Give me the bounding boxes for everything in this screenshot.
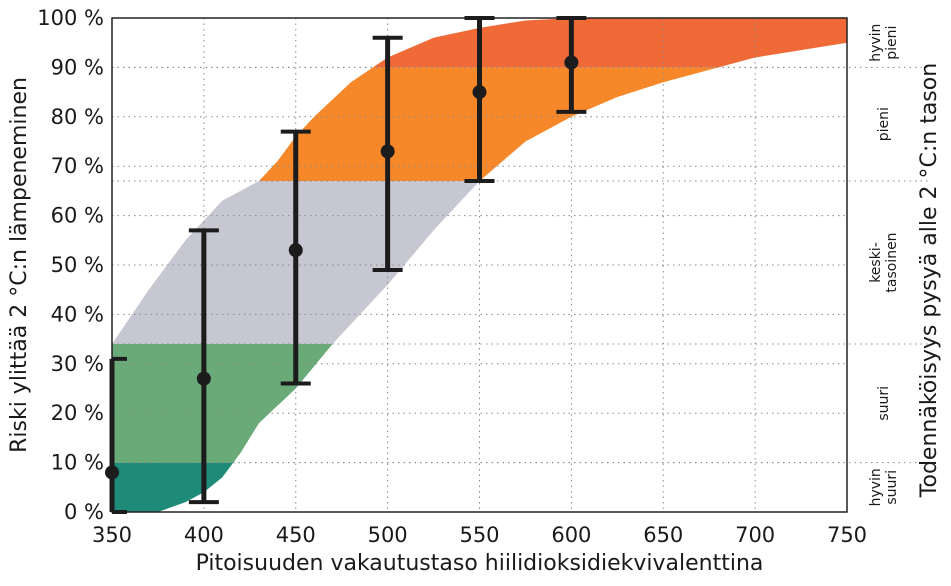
x-tick-label: 350 — [92, 523, 132, 547]
band-label-line: hyvin — [868, 24, 884, 62]
error-bars — [105, 16, 587, 514]
band-label: keski-tasoinen — [868, 232, 900, 292]
secondary-y-axis-title: Todennäköisyys pysyä alle 2 °C:n tason — [917, 63, 942, 498]
band-area — [372, 18, 847, 68]
y-tick-label: 50 % — [51, 253, 104, 277]
band-labels: hyvinsuurisuurikeski-tasoinenpienihyvinp… — [868, 24, 900, 507]
x-tick-label: 600 — [551, 523, 591, 547]
data-point — [564, 55, 579, 70]
band-label-line: pieni — [884, 26, 900, 60]
band-label-line: hyvin — [868, 468, 884, 506]
y-tick-labels: 0 % 10 % 20 % 30 % 40 % 50 % 60 % 70 % 80 % 90 % 1… — [37, 6, 104, 524]
x-tick-labels: 350 400 450 500 550 600 650 700 750 — [92, 523, 867, 547]
y-tick-label: 30 % — [51, 352, 104, 376]
y-tick-label: 80 % — [51, 105, 104, 129]
band-label: hyvinpieni — [868, 24, 900, 62]
y-tick-label: 0 % — [64, 500, 104, 524]
y-tick-label: 100 % — [37, 6, 104, 30]
y-tick-label: 20 % — [51, 401, 104, 425]
band-label-line: tasoinen — [884, 232, 900, 292]
band-label-line: pieni — [876, 107, 892, 141]
band-label-line: suuri — [884, 470, 900, 505]
band-label: hyvinsuuri — [868, 468, 900, 506]
x-tick-label: 750 — [827, 523, 867, 547]
y-tick-label: 40 % — [51, 302, 104, 326]
y-tick-label: 10 % — [51, 451, 104, 475]
x-tick-label: 550 — [459, 523, 499, 547]
data-point — [472, 85, 487, 100]
x-tick-label: 450 — [276, 523, 316, 547]
band-area — [112, 344, 333, 463]
x-tick-label: 700 — [735, 523, 775, 547]
data-point — [196, 371, 211, 386]
band-label-line: keski- — [868, 242, 884, 283]
data-point — [288, 243, 303, 258]
x-tick-label: 650 — [643, 523, 683, 547]
x-tick-label: 500 — [368, 523, 408, 547]
band-label-line: suuri — [876, 386, 892, 421]
y-tick-label: 90 % — [51, 55, 104, 79]
y-axis-title: Riski ylittää 2 °C:n lämpeneminen — [7, 77, 32, 453]
band-label: suuri — [876, 386, 892, 421]
x-axis-title: Pitoisuuden vakautustaso hiilidioksidiek… — [196, 551, 764, 576]
y-tick-label: 60 % — [51, 204, 104, 228]
y-tick-label: 70 % — [51, 154, 104, 178]
band-area — [258, 67, 719, 182]
x-tick-label: 400 — [184, 523, 224, 547]
grid-layer — [112, 18, 929, 512]
data-point — [380, 144, 395, 159]
band-label: pieni — [876, 107, 892, 141]
data-point — [105, 465, 119, 480]
